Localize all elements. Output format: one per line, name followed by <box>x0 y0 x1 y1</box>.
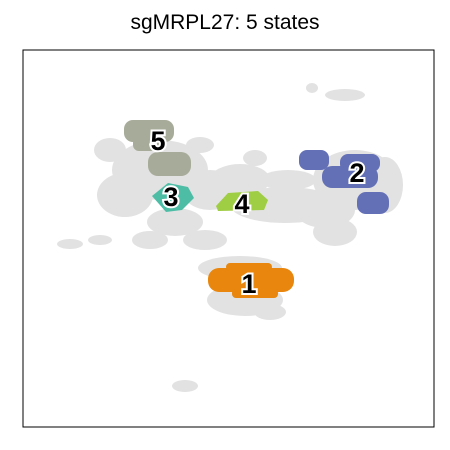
state-5-blob <box>133 137 163 151</box>
state-2-blob <box>322 166 378 188</box>
bg-cluster <box>172 380 198 392</box>
state-label-4: 4 <box>234 189 249 219</box>
state-3-blob <box>152 183 194 212</box>
bg-cluster <box>94 138 126 162</box>
state-1-blob <box>208 268 294 292</box>
bg-cluster <box>147 208 203 236</box>
state-4-cluster <box>216 191 268 211</box>
state-2-blob <box>299 150 329 170</box>
state-1-blob <box>226 263 272 271</box>
state-label-3: 3 <box>163 182 178 212</box>
state-5-blob <box>148 152 191 176</box>
bg-cluster <box>132 231 168 249</box>
chart-title: sgMRPL27: 5 states <box>130 11 320 34</box>
bg-cluster <box>313 218 357 246</box>
state-label-2: 2 <box>349 158 364 188</box>
state-5-blob <box>124 120 174 142</box>
bg-cluster <box>243 150 267 166</box>
bg-cluster <box>88 235 112 245</box>
state-2-cluster <box>299 150 389 214</box>
state-4-blob <box>216 191 268 211</box>
plot-frame <box>22 49 435 428</box>
bg-cluster <box>183 230 227 250</box>
bg-cluster <box>306 83 318 93</box>
state-label-1: 1 <box>241 269 256 299</box>
state-5-cluster <box>124 120 191 176</box>
bg-cluster <box>57 239 83 249</box>
bg-cluster <box>254 304 286 320</box>
state-2-blob <box>357 192 389 214</box>
state-1-cluster <box>208 263 294 298</box>
state-label-5: 5 <box>150 126 165 156</box>
state-1-blob <box>232 289 278 298</box>
state-3-cluster <box>152 183 194 212</box>
bg-cluster <box>97 173 153 217</box>
bg-cluster <box>260 170 316 190</box>
bg-cluster <box>325 89 365 101</box>
